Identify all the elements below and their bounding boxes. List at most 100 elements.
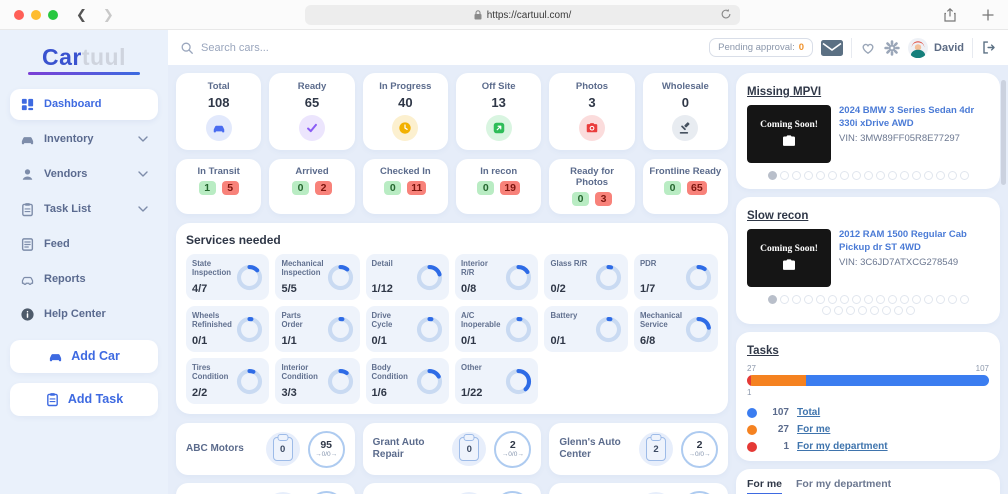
maximize-window-button[interactable] xyxy=(48,9,58,20)
carousel-dot[interactable] xyxy=(899,171,909,180)
carousel-dot[interactable] xyxy=(893,306,903,315)
service-tile-parts-order[interactable]: Parts Order 1/1 xyxy=(275,306,360,352)
carousel-dot[interactable] xyxy=(779,295,789,304)
service-tile-detail[interactable]: Detail 1/12 xyxy=(365,254,449,300)
pipeline-card-in-transit[interactable]: In Transit 1 5 xyxy=(176,159,262,214)
service-tile-wheels-refinished[interactable]: Wheels Refinished 0/1 xyxy=(186,306,270,352)
service-tile-drive-cycle[interactable]: Drive Cycle 0/1 xyxy=(365,306,449,352)
carousel-dot[interactable] xyxy=(911,295,921,304)
stat-card-in-progress[interactable]: In Progress 40 xyxy=(362,73,448,150)
carousel-dot[interactable] xyxy=(821,306,831,315)
car-title-link[interactable]: 2012 RAM 1500 Regular Cab Pickup dr ST 4… xyxy=(839,229,967,253)
slow-recon-title[interactable]: Slow recon xyxy=(747,210,809,222)
sidebar-item-reports[interactable]: Reports xyxy=(10,264,158,295)
search-bar[interactable] xyxy=(180,41,701,55)
sidebar-item-inventory[interactable]: Inventory xyxy=(10,124,158,155)
sidebar-item-feed[interactable]: Feed xyxy=(10,229,158,260)
forward-icon[interactable]: ❯ xyxy=(102,7,114,22)
carousel-dot[interactable] xyxy=(887,171,897,180)
carousel-dot[interactable] xyxy=(911,171,921,180)
user-menu[interactable]: David xyxy=(908,37,964,58)
car-title-link[interactable]: 2024 BMW 3 Series Sedan 4dr 330i xDrive … xyxy=(839,105,975,129)
add-task-button[interactable]: Add Task xyxy=(10,382,158,416)
close-window-button[interactable] xyxy=(14,9,24,20)
carousel-dot[interactable] xyxy=(947,295,957,304)
sidebar-item-vendors[interactable]: Vendors xyxy=(10,159,158,190)
service-tile-state-inspection[interactable]: State Inspection 4/7 xyxy=(186,254,270,300)
carousel-dot[interactable] xyxy=(839,295,849,304)
service-tile-mechanical-service[interactable]: Mechanical Service 6/8 xyxy=(633,306,718,352)
search-input[interactable] xyxy=(201,41,421,54)
tab-for-my-department[interactable]: For my department xyxy=(796,478,892,490)
carousel-dot[interactable] xyxy=(947,171,957,180)
carousel-dot[interactable] xyxy=(881,306,891,315)
add-car-button[interactable]: Add Car xyxy=(10,339,158,373)
carousel-dot[interactable] xyxy=(815,295,825,304)
carousel-dot[interactable] xyxy=(845,306,855,315)
carousel-dot[interactable] xyxy=(857,306,867,315)
carousel-dot[interactable] xyxy=(827,295,837,304)
carousel-dot[interactable] xyxy=(827,171,837,180)
carousel-dot[interactable] xyxy=(767,171,777,180)
carousel-dot[interactable] xyxy=(959,295,969,304)
stat-card-total[interactable]: Total 108 xyxy=(176,73,262,150)
vendor-card[interactable]: Freaky Leaky01→0/0→ xyxy=(362,483,542,494)
service-tile-mechanical-inspection[interactable]: Mechanical Inspection 5/5 xyxy=(275,254,360,300)
vendor-card[interactable]: ABC Motors 0 95 →0/0→ xyxy=(176,423,355,475)
settings-gear-icon[interactable] xyxy=(884,39,900,56)
carousel-dot[interactable] xyxy=(851,295,861,304)
carousel-dot[interactable] xyxy=(923,295,933,304)
share-icon[interactable] xyxy=(944,7,956,22)
stat-card-ready[interactable]: Ready 65 xyxy=(269,73,355,150)
stat-card-off-site[interactable]: Off Site 13 xyxy=(456,73,542,150)
service-tile-tires-condition[interactable]: Tires Condition 2/2 xyxy=(186,358,270,404)
pipeline-card-in-recon[interactable]: In recon 0 19 xyxy=(456,159,542,214)
vendor-card[interactable]: Grant Auto Repair 0 2 →0/0→ xyxy=(362,423,542,475)
carousel-dot[interactable] xyxy=(803,295,813,304)
stat-card-photos[interactable]: Photos 3 xyxy=(549,73,635,150)
carousel-dot[interactable] xyxy=(779,171,789,180)
scrollbar-thumb[interactable] xyxy=(1001,80,1006,185)
tab-for-me[interactable]: For me xyxy=(747,478,783,494)
carousel-dot[interactable] xyxy=(935,295,945,304)
pipeline-card-ready-for-photos[interactable]: Ready for Photos 0 3 xyxy=(549,159,635,214)
legend-link[interactable]: Total xyxy=(797,407,821,418)
carousel-dot[interactable] xyxy=(863,171,873,180)
service-tile-body-condition[interactable]: Body Condition 1/6 xyxy=(365,358,449,404)
vendor-card[interactable]: Poppa Dent Repair11→0/0→ xyxy=(549,483,728,494)
logout-icon[interactable] xyxy=(981,40,996,55)
carousel-dot[interactable] xyxy=(869,306,879,315)
service-tile-other[interactable]: Other 1/22 xyxy=(455,358,539,404)
legend-link[interactable]: For me xyxy=(797,424,831,435)
pending-approval-badge[interactable]: Pending approval: 0 xyxy=(709,38,814,57)
missing-mpvi-title[interactable]: Missing MPVI xyxy=(747,86,822,98)
pipeline-card-checked-in[interactable]: Checked In 0 11 xyxy=(362,159,448,214)
carousel-dot[interactable] xyxy=(833,306,843,315)
carousel-dot[interactable] xyxy=(959,171,969,180)
service-tile-interior-r-r[interactable]: Interior R/R 0/8 xyxy=(455,254,539,300)
service-tile-a-c-inoperable[interactable]: A/C Inoperable 0/1 xyxy=(455,306,539,352)
carousel-dot[interactable] xyxy=(803,171,813,180)
stat-card-wholesale[interactable]: Wholesale 0 xyxy=(642,73,728,150)
sidebar-item-task-list[interactable]: Task List xyxy=(10,194,158,225)
reload-icon[interactable] xyxy=(720,8,732,20)
back-icon[interactable]: ❮ xyxy=(76,7,87,22)
service-tile-glass-r-r[interactable]: Glass R/R 0/2 xyxy=(544,254,628,300)
carousel-dot[interactable] xyxy=(767,295,777,304)
vendor-card[interactable]: Lionel's Vinyl02→0/0→ xyxy=(176,483,355,494)
carousel-dot[interactable] xyxy=(875,171,885,180)
service-tile-pdr[interactable]: PDR 1/7 xyxy=(633,254,718,300)
carousel-dot[interactable] xyxy=(839,171,849,180)
sidebar-item-dashboard[interactable]: Dashboard xyxy=(10,88,158,120)
carousel-dot[interactable] xyxy=(863,295,873,304)
pipeline-card-arrived[interactable]: Arrived 0 2 xyxy=(269,159,355,214)
legend-link[interactable]: For my department xyxy=(797,441,888,452)
carousel-dot[interactable] xyxy=(935,171,945,180)
favorites-icon[interactable] xyxy=(860,40,876,56)
service-tile-interior-condition[interactable]: Interior Condition 3/3 xyxy=(275,358,360,404)
address-bar[interactable]: https://cartuul.com/ xyxy=(305,5,740,25)
sidebar-item-help-center[interactable]: Help Center xyxy=(10,299,158,330)
carousel-dot[interactable] xyxy=(905,306,915,315)
carousel-dot[interactable] xyxy=(815,171,825,180)
carousel-dot[interactable] xyxy=(791,295,801,304)
